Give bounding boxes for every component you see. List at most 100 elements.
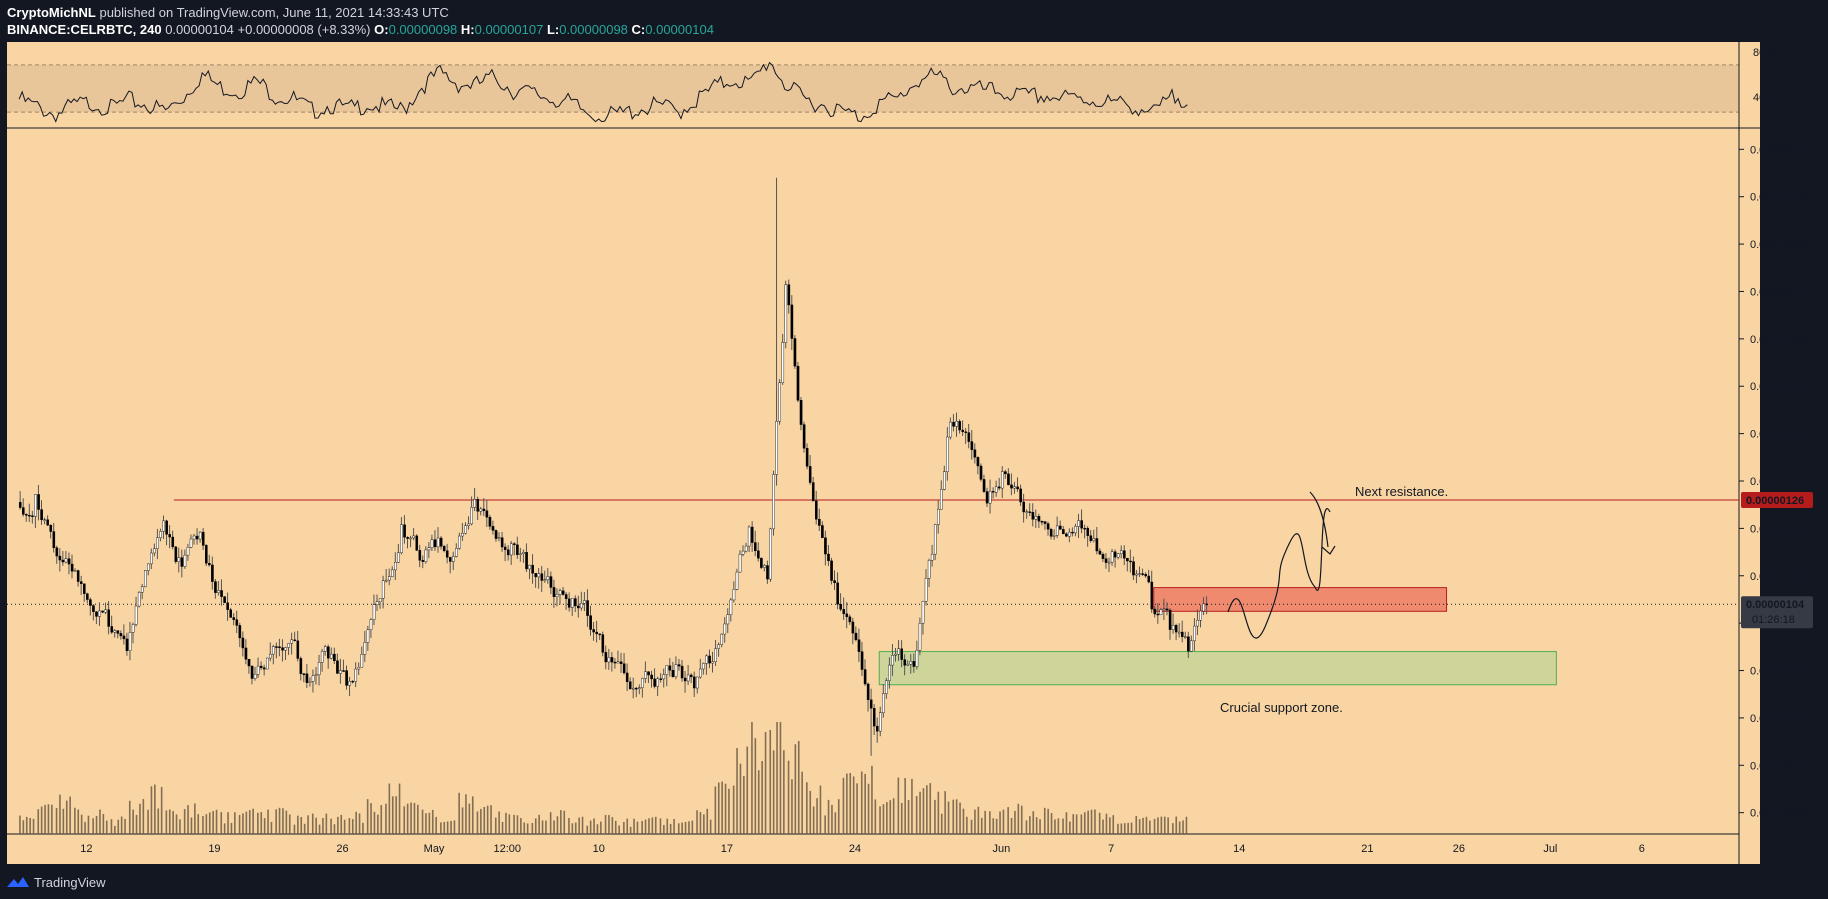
zones-layer — [878, 587, 1557, 686]
candle-body — [1028, 511, 1032, 513]
candle-body — [250, 665, 254, 679]
volume-bar — [333, 824, 336, 834]
volume-bar — [1123, 823, 1126, 834]
volume-bar — [223, 823, 226, 834]
volume-bar — [545, 820, 547, 834]
candle-body — [308, 681, 312, 683]
candle-body — [168, 534, 172, 538]
candle-body — [1052, 535, 1056, 537]
candle-body — [1086, 528, 1090, 536]
symbol-label[interactable]: BINANCE:CELRBTC, 240 — [7, 22, 162, 37]
candle-body — [641, 678, 644, 688]
candle-body — [119, 633, 123, 637]
chart-background — [7, 42, 1760, 864]
candle-body — [339, 670, 342, 674]
volume-bar — [51, 804, 53, 834]
volume-bar — [187, 805, 189, 834]
candle-body — [439, 537, 443, 547]
volume-bar — [1163, 816, 1166, 834]
candle-body — [754, 542, 757, 552]
projection-path[interactable] — [1227, 508, 1331, 639]
candle-body — [360, 654, 364, 668]
candle-body — [1071, 531, 1074, 534]
candle-body — [394, 562, 397, 571]
volume-bar — [220, 812, 223, 834]
volume-bar — [1160, 816, 1163, 834]
volume-bar — [776, 722, 778, 834]
next-resistance-annotation[interactable]: Next resistance. — [1355, 484, 1448, 499]
tradingview-brand[interactable]: TradingView — [34, 875, 106, 890]
candle-body — [976, 457, 980, 467]
volume-bar — [1062, 818, 1064, 834]
candle-body — [430, 539, 434, 548]
candle-body — [95, 611, 98, 617]
candle-body — [1119, 550, 1123, 555]
resistance-zone[interactable] — [1153, 587, 1448, 612]
candle-body — [903, 659, 907, 666]
time-axis[interactable]: 12 19 26 May 12:00 10 17 24 Jun 7 14 21 26 Jul 6 — [80, 843, 1645, 855]
volume-bar — [677, 823, 680, 834]
volume-bar — [940, 813, 943, 834]
candle-body — [784, 284, 788, 343]
candle-body — [244, 647, 248, 660]
volume-bar — [242, 813, 244, 834]
candle-body — [28, 514, 31, 517]
support-zone-annotation[interactable]: Crucial support zone. — [1220, 700, 1343, 715]
candle-body — [388, 576, 391, 581]
candle-body — [406, 537, 409, 539]
candle-body — [897, 648, 900, 655]
volume-bar — [849, 773, 852, 834]
candle-body — [1077, 520, 1080, 527]
candle-body — [744, 545, 748, 552]
candle-body — [577, 605, 580, 609]
candle-body — [58, 555, 62, 561]
candle-body — [272, 646, 275, 655]
candle-body — [165, 520, 168, 535]
volume-bar — [581, 816, 584, 834]
candle-body — [531, 564, 534, 574]
chart-header: CryptoMichNL published on TradingView.co… — [0, 0, 1828, 42]
volume-bar — [498, 811, 500, 834]
volume-bar — [882, 804, 885, 834]
volume-bar — [574, 822, 577, 834]
candle-body — [320, 651, 324, 663]
candle-body — [815, 500, 818, 520]
volume-bar — [764, 732, 767, 834]
volume-bar — [999, 811, 1001, 834]
candle-body — [811, 482, 815, 502]
candle-body — [494, 530, 498, 539]
candle-body — [528, 564, 531, 570]
candle-body — [592, 629, 595, 633]
volume-bar — [1069, 821, 1071, 834]
volume-bar — [227, 812, 229, 834]
candle-body — [67, 558, 71, 565]
volume-bar — [197, 814, 200, 834]
candle-body — [284, 647, 287, 651]
candle-body — [674, 664, 678, 677]
volume-bar — [1157, 817, 1159, 834]
candle-body — [241, 637, 245, 649]
volume-bar — [560, 810, 562, 834]
candle-body — [433, 539, 437, 548]
chart-canvas[interactable]: Next resistance. Crucial support zone. B… — [0, 42, 1828, 866]
candle-body — [1196, 620, 1199, 627]
candle-body — [247, 659, 251, 667]
volume-bar — [1117, 823, 1119, 834]
candle-body — [510, 543, 513, 556]
volume-bar — [654, 816, 657, 834]
candle-body — [1080, 520, 1083, 529]
candle-body — [973, 449, 977, 458]
candle-body — [73, 570, 77, 572]
candle-body — [143, 570, 147, 587]
volume-bar — [709, 819, 712, 834]
volume-bar — [1047, 808, 1049, 834]
candle-body — [290, 639, 294, 644]
candle-body — [1016, 486, 1019, 490]
candle-body — [375, 601, 379, 605]
author-name[interactable]: CryptoMichNL — [7, 5, 96, 20]
candle-body — [940, 489, 943, 510]
volume-bar — [355, 811, 357, 834]
tradingview-logo-icon[interactable] — [6, 875, 30, 889]
support-zone[interactable] — [878, 651, 1557, 686]
volume-bar — [165, 810, 168, 834]
